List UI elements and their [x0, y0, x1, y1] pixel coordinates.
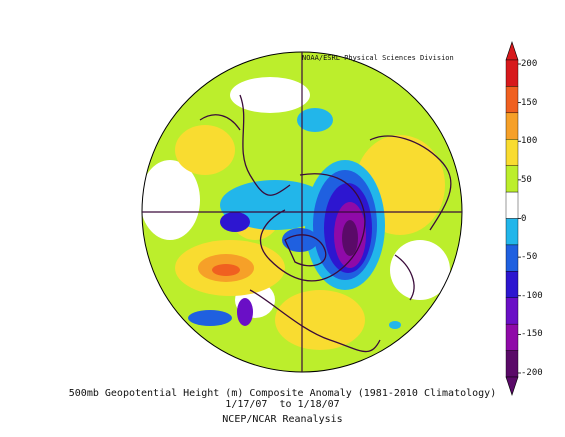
- caption-line-1: 500mb Geopotential Height (m) Composite …: [68, 388, 497, 399]
- colorbar-label: 100: [521, 136, 538, 147]
- anomaly-field: [142, 52, 462, 372]
- colorbar-top-arrow: [505, 41, 519, 61]
- colorbar-segment: [505, 350, 519, 378]
- colorbar-segment: [505, 271, 519, 298]
- colorbar-segment: [505, 244, 519, 272]
- colorbar-label: -100: [521, 290, 543, 301]
- caption-line-2: 1/17/07 to 1/18/07: [225, 399, 340, 410]
- colorbar-segment: [505, 191, 519, 219]
- colorbar-label: 0: [521, 213, 527, 224]
- colorbar-label: 50: [521, 174, 532, 185]
- colorbar-label: -50: [521, 252, 538, 263]
- colorbar-label: -150: [521, 329, 543, 340]
- colorbar-label: -200: [521, 368, 543, 378]
- colorbar-segment: [505, 323, 519, 351]
- colorbar-segment: [505, 59, 519, 87]
- caption-line-3: NCEP/NCAR Reanalysis: [222, 414, 343, 425]
- colorbar-segment: [505, 112, 519, 140]
- colorbar-segment: [505, 139, 519, 166]
- colorbar-label: 200: [521, 59, 538, 69]
- colorbar-segment: [505, 218, 519, 246]
- colorbar-segment: [505, 165, 519, 193]
- colorbar-segment: [505, 86, 519, 114]
- colorbar: [505, 41, 521, 396]
- colorbar-segment: [505, 297, 519, 325]
- colorbar-label: 150: [521, 97, 538, 108]
- credit-text: NOAA/ESRL Physical Sciences Division: [302, 54, 454, 62]
- colorbar-bottom-arrow: [505, 376, 519, 396]
